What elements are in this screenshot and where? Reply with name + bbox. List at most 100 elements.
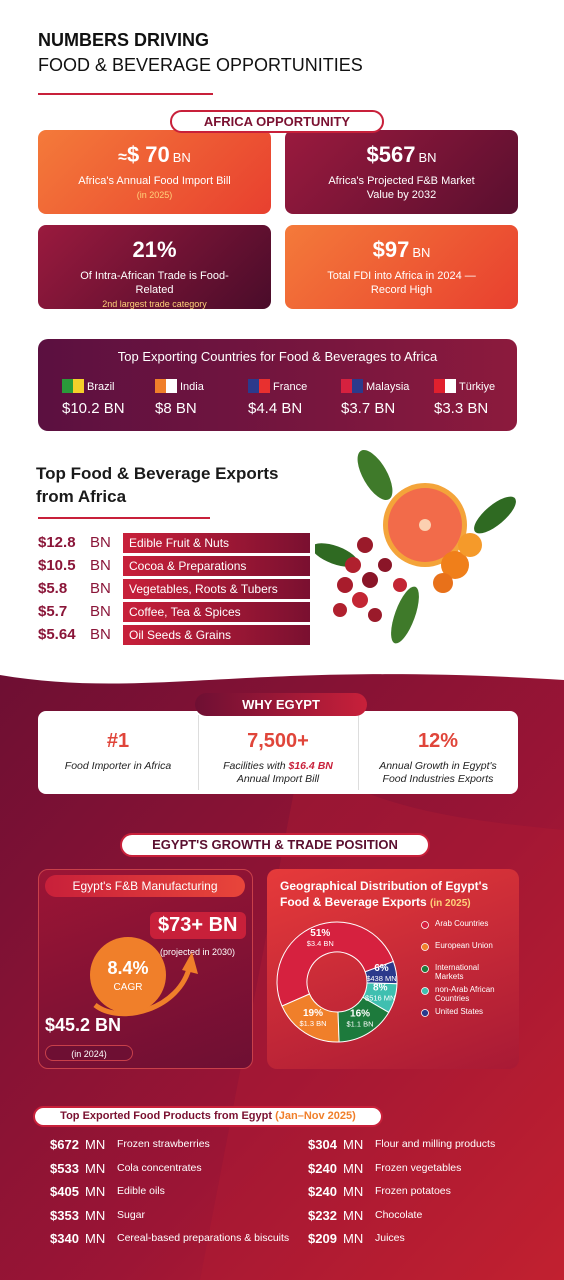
- product-label: Edible oils: [117, 1185, 165, 1197]
- product-value: $533: [50, 1160, 79, 1176]
- section-label: AFRICA OPPORTUNITY: [170, 110, 384, 133]
- legend-swatch: [421, 987, 429, 995]
- export-value: $12.8: [38, 534, 76, 551]
- export-unit: BN: [90, 557, 111, 574]
- chart-subtitle: (in 2025): [430, 898, 471, 909]
- slice-amount: $3.4 BN: [307, 939, 334, 948]
- unit: BN: [103, 400, 125, 417]
- slice-percent: 8%: [373, 982, 388, 993]
- section-label: Top Exported Food Products from Egypt (J…: [33, 1106, 383, 1127]
- product-value: $672: [50, 1137, 79, 1152]
- product-label: Cola concentrates: [117, 1161, 202, 1174]
- stat-line: $567 BN: [285, 142, 518, 168]
- export-unit: BN: [90, 534, 111, 551]
- product-value: $232: [308, 1207, 337, 1223]
- divider: [38, 517, 210, 519]
- product-label: Sugar: [117, 1208, 146, 1221]
- stat-line: $97 BN: [285, 237, 518, 263]
- why-text-part: Annual Import Bill: [236, 773, 320, 785]
- column-divider: [358, 715, 359, 790]
- country-name: India: [180, 381, 204, 393]
- product-label: Frozen vegetables: [375, 1161, 462, 1174]
- country-value: $3.3 BN: [434, 400, 488, 417]
- country-name: Malaysia: [366, 381, 410, 393]
- stat-value: $ 70: [126, 142, 170, 167]
- donut-slice: [362, 982, 398, 1014]
- export-value: $5.8: [38, 580, 68, 597]
- stat-text: Total FDI into Africa in 2024 — Record H…: [327, 270, 476, 296]
- product-value: $240: [308, 1184, 337, 1199]
- product-value: $209: [308, 1231, 337, 1246]
- legend-label: International Markets: [435, 963, 480, 981]
- slice-percent: 16%: [350, 1009, 370, 1020]
- why-text: Food Importer in Africa: [48, 760, 188, 773]
- why-egypt-box: [38, 711, 518, 794]
- donut-slice: [281, 993, 340, 1043]
- slice-percent: 51%: [310, 928, 330, 939]
- chart-title-text: Geographical Distribution of Egypt's Foo…: [280, 879, 489, 909]
- stat-unit: BN: [412, 245, 431, 260]
- panel-title: Egypt's F&B Manufacturing: [45, 875, 245, 897]
- country-value: $8 BN: [155, 400, 197, 417]
- why-value: 7,500+: [247, 730, 309, 752]
- stat-value: $567: [366, 142, 416, 167]
- section-label: EGYPT'S GROWTH & TRADE POSITION: [120, 833, 430, 857]
- projected-note: (projected in 2030): [160, 947, 236, 957]
- export-label: Cocoa & Preparations: [123, 556, 310, 576]
- product-unit: MN: [343, 1184, 364, 1199]
- product-label: Cereal-based preparations & biscuits: [117, 1232, 290, 1244]
- slice-percent: 19%: [303, 1008, 323, 1019]
- stat-note: (in 2025): [136, 190, 173, 200]
- why-text: Annual Growth in Egypt's Food Industries…: [368, 760, 508, 786]
- export-unit: BN: [90, 603, 111, 620]
- export-value: $5.7: [38, 603, 68, 620]
- export-label: Oil Seeds & Grains: [123, 625, 310, 645]
- product-unit: MN: [343, 1231, 364, 1246]
- chart-title: Geographical Distribution of Egypt's Foo…: [280, 878, 512, 912]
- product-unit: MN: [343, 1137, 364, 1152]
- unit: BN: [281, 400, 303, 417]
- legend-swatch: [421, 1009, 429, 1017]
- country-name: Türkiye: [459, 381, 496, 393]
- product-unit: MN: [85, 1160, 106, 1176]
- flag: [248, 379, 270, 393]
- flag: [155, 379, 177, 393]
- flag: [434, 379, 456, 393]
- products-title: Top Exported Food Products from Egypt: [60, 1110, 273, 1122]
- product-unit: MN: [85, 1207, 106, 1223]
- value: $3.7: [341, 400, 371, 417]
- slice-amount: $438 MN: [366, 974, 396, 983]
- donut-slice: [337, 996, 390, 1043]
- legend-label: European Union: [435, 941, 493, 950]
- stat-prefix: ≈: [118, 149, 127, 166]
- value: $10.2: [62, 400, 100, 417]
- country-value: $10.2 BN: [62, 400, 125, 417]
- exporters-title: Top Exporting Countries for Food & Bever…: [117, 349, 438, 364]
- stat-text: Africa's Annual Food Import Bill: [78, 175, 231, 187]
- column-divider: [198, 715, 199, 790]
- product-value: $240: [308, 1160, 337, 1176]
- export-label: Vegetables, Roots & Tubers: [123, 579, 310, 599]
- subtitle: FOOD & BEVERAGE OPPORTUNITIES: [38, 55, 363, 75]
- country-name: France: [273, 381, 308, 393]
- slice-amount: $516 MN: [365, 993, 395, 1002]
- base-note: (in 2024): [45, 1045, 133, 1061]
- stat-card: 21% Of Intra-African Trade is Food-Relate…: [38, 225, 271, 309]
- product-label: Chocolate: [375, 1208, 423, 1221]
- why-text-part: Annual Growth in Egypt's Food Industries…: [379, 760, 497, 785]
- projected-value: $73+ BN: [150, 912, 246, 939]
- legend-swatch: [421, 965, 429, 973]
- title: NUMBERS DRIVING: [38, 30, 210, 50]
- unit: BN: [374, 400, 396, 417]
- country-value: $3.7 BN: [341, 400, 395, 417]
- export-value: $10.5: [38, 557, 76, 574]
- stat-note: 2nd largest trade category: [102, 299, 207, 309]
- stat-value: 21%: [132, 237, 177, 262]
- stat-card: $567 BN Africa's Projected F&B Market Valu…: [285, 130, 518, 214]
- flag: [62, 379, 84, 393]
- exports-title: Top Food & Beverage Exports from Africa: [36, 464, 279, 506]
- value: $3.3: [434, 400, 464, 417]
- slice-amount: $1.3 BN: [299, 1019, 326, 1028]
- fruit-illustration: [315, 450, 516, 644]
- donut-slice: [364, 960, 398, 985]
